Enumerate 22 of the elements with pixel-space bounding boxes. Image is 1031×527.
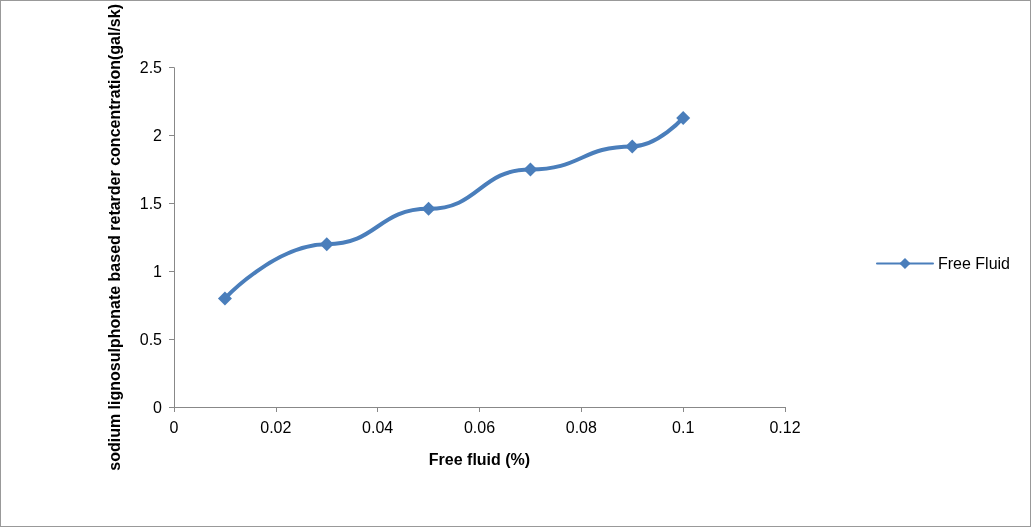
- x-tick-label: 0.1: [672, 418, 695, 436]
- x-axis-title: Free fluid (%): [428, 450, 531, 468]
- y-axis-title: sodium lignosulphonate based retarder concentration(gal/sk): [105, 4, 123, 471]
- point: [217, 291, 232, 306]
- x-tick-label: 0.04: [362, 418, 394, 436]
- x-tick-label: 0: [169, 418, 179, 436]
- x-tick-label: 0.06: [463, 418, 496, 436]
- y-tick-label: 0: [153, 398, 163, 416]
- point: [523, 162, 538, 177]
- x-tick-label: 0.08: [565, 418, 598, 436]
- x-tick-label: 0.12: [769, 418, 801, 436]
- y-tick-label: 2.5: [139, 59, 163, 77]
- point: [319, 237, 334, 252]
- point: [625, 139, 640, 154]
- x-tick-label: 0.02: [260, 418, 292, 436]
- y-tick-label: 2: [153, 127, 163, 145]
- y-tick-label: 1: [153, 262, 163, 280]
- y-tick-label: 0.5: [139, 330, 163, 348]
- legend-label: Free Fluid: [937, 255, 1011, 272]
- point: [421, 201, 436, 216]
- y-tick-label: 1.5: [139, 194, 163, 212]
- point: [676, 110, 691, 125]
